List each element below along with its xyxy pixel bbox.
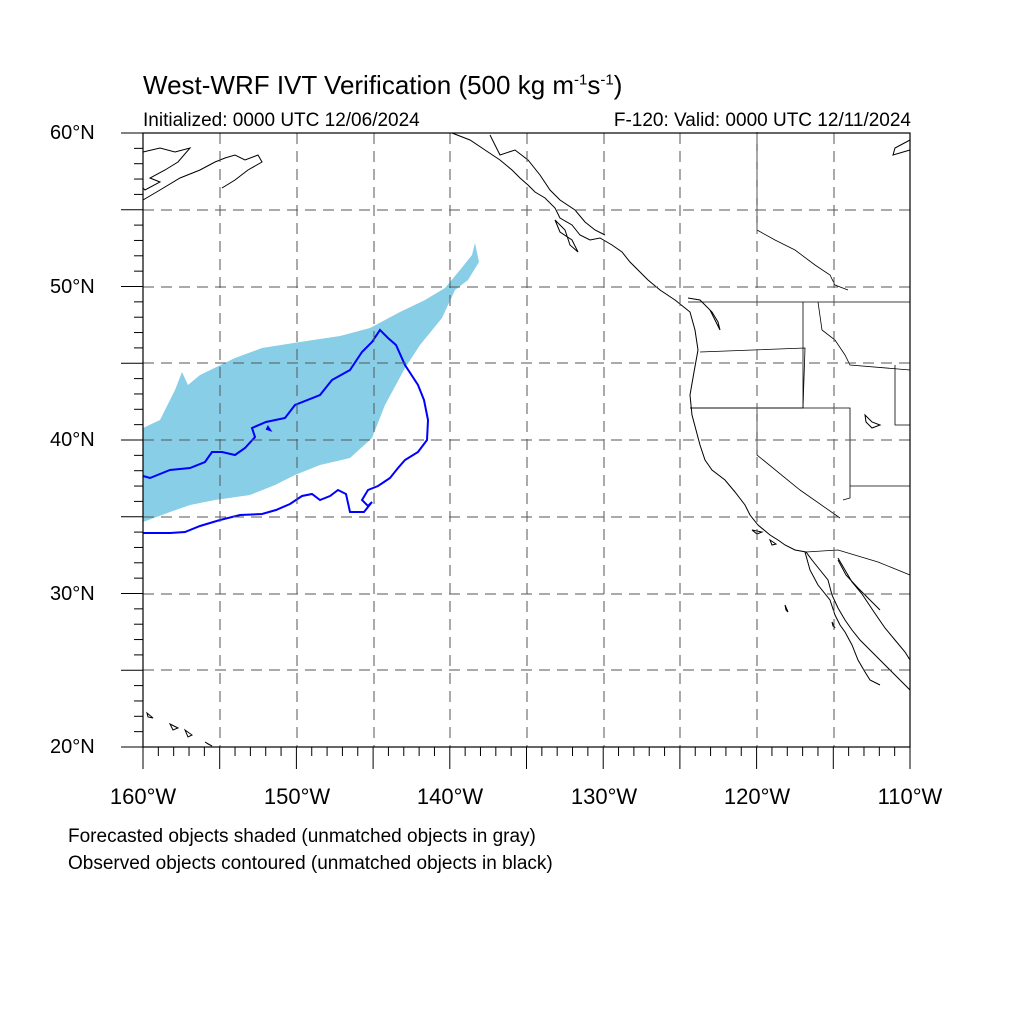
valid-time: F-120: Valid: 0000 UTC 12/11/2024 xyxy=(613,110,911,131)
lon-label-110w: 110°W xyxy=(877,784,943,809)
lon-label-160w: 160°W xyxy=(109,784,177,809)
plot-title: West-WRF IVT Verification (500 kg m-1s-1… xyxy=(143,70,623,100)
state-borders xyxy=(688,132,911,576)
axis-ticks xyxy=(121,132,911,769)
lat-label-40n: 40°N xyxy=(50,429,95,451)
coastlines xyxy=(142,132,911,747)
observed-small-contour xyxy=(265,425,273,432)
lon-label-150w: 150°W xyxy=(263,784,331,809)
lat-label-50n: 50°N xyxy=(50,276,95,298)
lat-label-30n: 30°N xyxy=(50,583,95,605)
lat-label-20n: 20°N xyxy=(50,736,95,758)
lat-label-60n: 60°N xyxy=(50,122,95,144)
observed-ivt-contour xyxy=(142,328,430,534)
note-observed: Observed objects contoured (unmatched ob… xyxy=(68,853,553,874)
lon-label-140w: 140°W xyxy=(416,784,484,809)
forecast-ivt-object xyxy=(143,243,479,522)
initialized-time: Initialized: 0000 UTC 12/06/2024 xyxy=(143,110,420,131)
note-forecast: Forecasted objects shaded (unmatched obj… xyxy=(68,826,536,847)
lon-label-130w: 130°W xyxy=(570,784,638,809)
lon-label-120w: 120°W xyxy=(723,784,791,809)
lat-lon-grid xyxy=(143,133,910,747)
